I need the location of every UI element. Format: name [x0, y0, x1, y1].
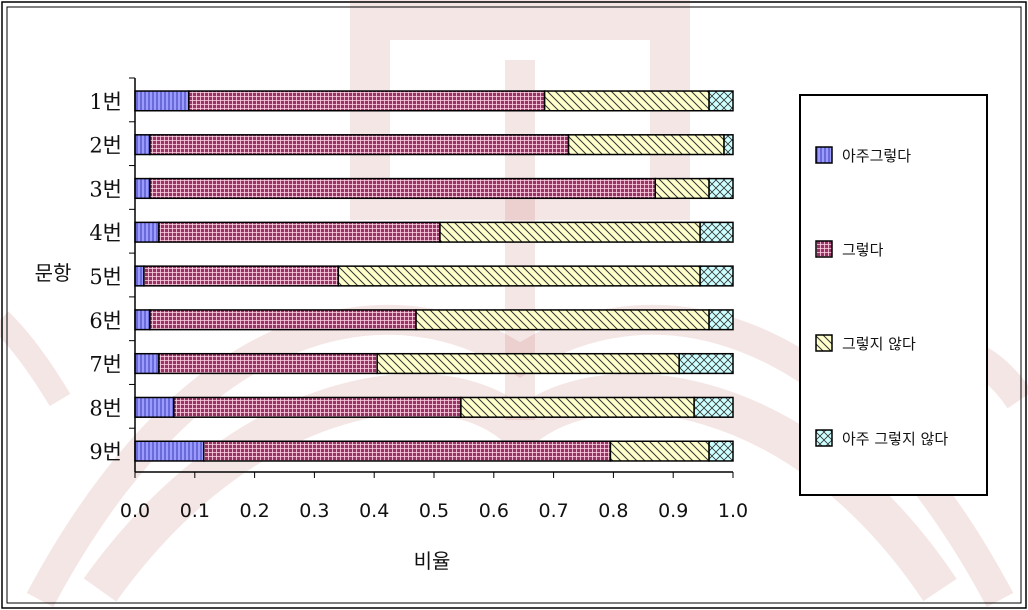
y-tick-label-4: 4번 — [89, 221, 122, 245]
plot-area — [134, 90, 734, 462]
x-tick-label-2: 0.2 — [239, 500, 269, 522]
bar-segment-1-2 — [188, 90, 546, 112]
bar-segment-3-3 — [654, 177, 710, 200]
x-axis-title: 비율 — [414, 549, 451, 573]
bar-segment-2-3 — [567, 134, 725, 156]
x-tick-label-0: 0.0 — [120, 500, 150, 522]
bar-segment-5-1 — [134, 265, 145, 287]
y-axis-labels: 1번 2번 3번 4번 5번 6번 7번 8번 9번 — [89, 77, 135, 464]
x-tick-label-5: 0.5 — [419, 500, 449, 522]
legend-swatch-1 — [815, 146, 833, 164]
y-tick-label-1: 1번 — [89, 90, 122, 114]
bar-segment-4-2 — [158, 221, 441, 243]
bar-segment-7-4 — [678, 352, 734, 375]
bar-segment-4-1 — [134, 221, 160, 243]
bar-segment-6-2 — [149, 309, 417, 331]
bar-segment-8-2 — [173, 396, 462, 418]
bar-segment-4-4 — [699, 221, 734, 243]
x-tick-label-9: 0.9 — [658, 500, 688, 522]
x-tick-label-8: 0.8 — [598, 500, 628, 522]
bar-segment-3-1 — [134, 177, 151, 200]
legend-label-3: 그렇지 않다 — [842, 335, 916, 353]
legend-swatch-4 — [815, 429, 833, 447]
bar-segment-7-3 — [376, 352, 680, 375]
x-tick-label-3: 0.3 — [299, 500, 329, 522]
bar-segment-9-3 — [609, 440, 710, 462]
bar-segment-8-3 — [460, 396, 695, 418]
y-tick-label-7: 7번 — [89, 353, 122, 377]
inner-frame — [6, 6, 1022, 604]
bar-segment-9-2 — [203, 440, 612, 462]
x-tick-label-6: 0.6 — [479, 500, 509, 522]
legend-label-2: 그렇다 — [842, 241, 884, 259]
y-tick-label-6: 6번 — [89, 309, 122, 333]
bar-segment-7-2 — [158, 352, 378, 375]
bar-segment-6-1 — [134, 309, 151, 331]
y-tick-label-9: 9번 — [89, 440, 122, 464]
bar-segment-9-4 — [708, 440, 734, 462]
x-tick-label-1: 0.1 — [180, 500, 210, 522]
bar-segment-7-1 — [134, 352, 160, 375]
legend-label-1: 아주그렇다 — [842, 147, 911, 165]
bar-segment-1-3 — [543, 90, 710, 112]
bar-segment-4-3 — [439, 221, 701, 243]
bar-segment-9-1 — [134, 440, 205, 462]
bar-segment-3-4 — [708, 177, 734, 200]
bar-segment-8-1 — [134, 396, 175, 418]
legend-swatch-3 — [815, 334, 833, 352]
bar-segment-2-2 — [149, 134, 570, 156]
bar-segment-2-4 — [723, 134, 734, 156]
y-tick-label-5: 5번 — [89, 265, 122, 289]
x-tick-label-10: 1.0 — [718, 500, 748, 522]
legend-swatch-2 — [815, 240, 833, 258]
bar-segment-5-3 — [337, 265, 701, 287]
x-axis-ticks: 0.0 0.1 0.2 0.3 0.4 0.5 0.6 0.7 0.8 0.9 1.0 — [120, 472, 748, 522]
bar-segment-2-1 — [134, 134, 151, 156]
bar-segment-8-4 — [693, 396, 734, 418]
bar-segment-1-1 — [134, 90, 190, 112]
bar-segment-3-2 — [149, 177, 657, 200]
y-tick-label-2: 2번 — [89, 134, 122, 158]
x-tick-label-4: 0.4 — [359, 500, 389, 522]
bar-segment-5-2 — [143, 265, 340, 287]
x-tick-label-7: 0.7 — [538, 500, 568, 522]
bar-segment-6-3 — [415, 309, 710, 331]
y-tick-label-8: 8번 — [89, 396, 122, 420]
bar-segment-6-4 — [708, 309, 734, 331]
y-tick-label-3: 3번 — [89, 177, 122, 201]
bar-segment-1-4 — [708, 90, 734, 112]
legend-label-4: 아주 그렇지 않다 — [842, 430, 948, 448]
y-axis-title: 문항 — [35, 261, 72, 285]
bar-segment-5-4 — [699, 265, 734, 287]
